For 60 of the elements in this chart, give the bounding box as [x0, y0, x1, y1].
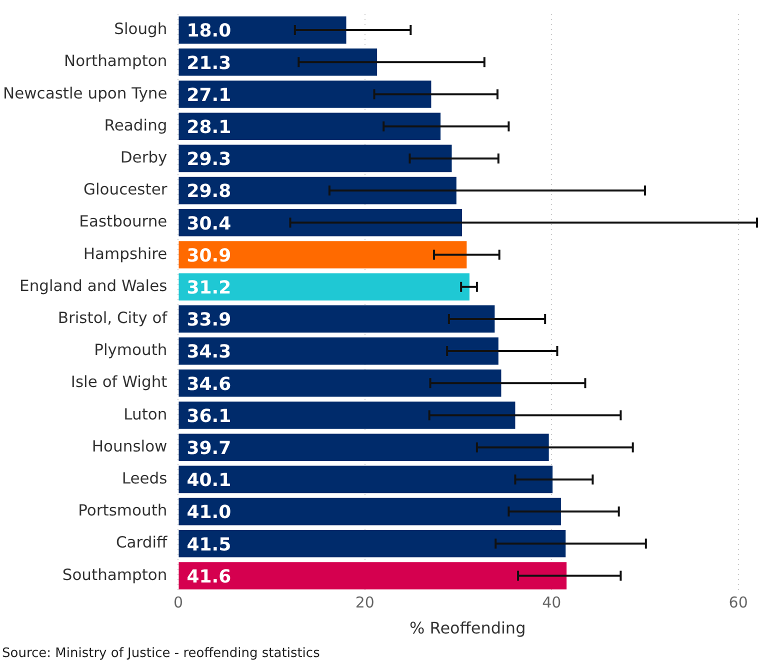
- data-label: 21.3: [186, 52, 232, 74]
- y-tick-label: Hounslow: [92, 437, 168, 456]
- bar: [178, 402, 516, 429]
- y-tick-label: Gloucester: [83, 180, 168, 199]
- y-tick-label: Isle of Wight: [70, 373, 168, 392]
- data-label: 27.1: [186, 84, 232, 106]
- bar: [178, 80, 432, 108]
- y-tick-label: Hampshire: [83, 244, 168, 263]
- bar: [178, 48, 378, 76]
- data-label: 28.1: [186, 117, 232, 138]
- y-tick-label: Newcastle upon Tyne: [3, 84, 168, 102]
- bar: [178, 112, 441, 140]
- x-tick-label: 20: [355, 594, 374, 612]
- y-tick-label: Portsmouth: [78, 502, 168, 520]
- data-label: 31.2: [186, 278, 232, 299]
- data-label: 40.1: [186, 470, 232, 492]
- bar: [178, 434, 549, 461]
- bar: [178, 466, 553, 494]
- data-label: 39.7: [186, 438, 232, 460]
- bar: [178, 530, 566, 558]
- source-note: Source: Ministry of Justice - reoffending statistics: [2, 646, 320, 661]
- x-tick-label: 0: [173, 594, 184, 612]
- bar: [178, 305, 495, 333]
- bar: [178, 176, 456, 204]
- data-label: 34.6: [186, 374, 232, 395]
- bar: [178, 241, 467, 268]
- data-label: 18.0: [186, 20, 232, 42]
- data-label: 29.8: [186, 181, 232, 202]
- data-label: 34.3: [186, 342, 232, 363]
- y-tick-label: Northampton: [64, 52, 168, 70]
- bar: [178, 273, 470, 300]
- x-tick-label: 60: [728, 594, 748, 612]
- y-tick-label: England and Wales: [20, 276, 168, 295]
- data-label: 36.1: [186, 406, 232, 427]
- y-tick-label: Luton: [124, 405, 168, 424]
- bar: [178, 562, 567, 590]
- bar: [178, 337, 498, 365]
- bar: [178, 498, 561, 526]
- y-tick-label: Bristol, City of: [58, 308, 168, 327]
- bar: [178, 209, 462, 236]
- bar: [178, 370, 502, 397]
- data-label: 30.9: [186, 245, 232, 266]
- y-tick-label: Derby: [120, 148, 168, 166]
- y-tick-label: Eastbourne: [79, 212, 168, 231]
- y-tick-label: Cardiff: [116, 534, 168, 552]
- data-label: 29.3: [186, 149, 232, 170]
- bar: [178, 144, 452, 172]
- data-label: 41.0: [186, 502, 232, 524]
- data-label: 41.6: [186, 566, 232, 588]
- y-tick-label: Leeds: [122, 469, 168, 488]
- x-tick-label: 40: [542, 594, 562, 612]
- y-tick-label: Plymouth: [94, 341, 168, 360]
- y-tick-label: Slough: [114, 20, 168, 38]
- data-label: 30.4: [186, 213, 232, 234]
- data-label: 41.5: [186, 534, 232, 556]
- y-tick-label: Southampton: [62, 566, 168, 584]
- x-axis-title: % Reoffending: [410, 618, 526, 638]
- y-tick-label: Reading: [104, 116, 168, 134]
- data-label: 33.9: [186, 310, 232, 331]
- bar: [178, 16, 346, 44]
